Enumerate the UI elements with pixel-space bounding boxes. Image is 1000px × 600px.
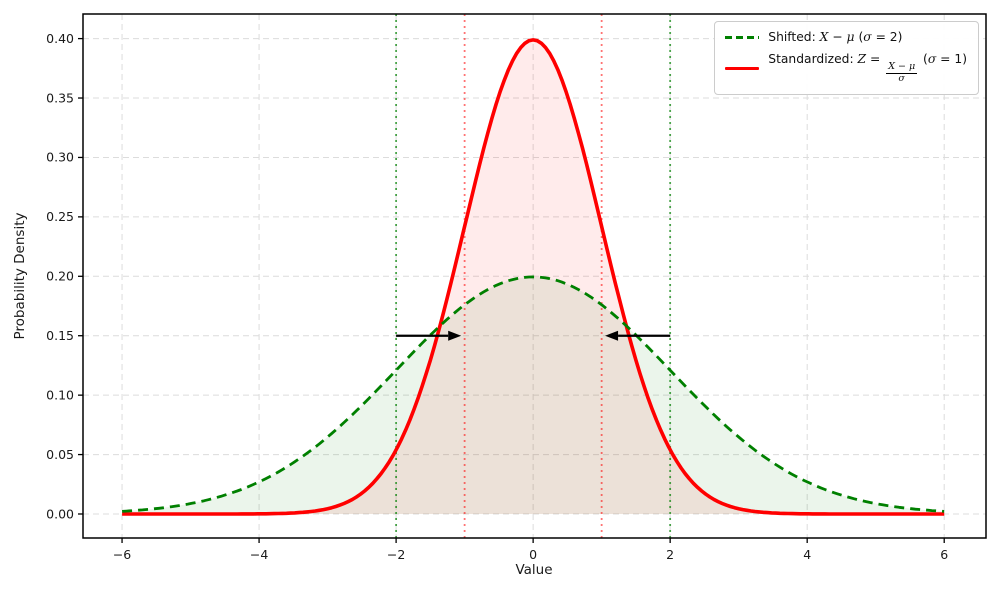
- math-var-sigma: σ: [863, 30, 872, 44]
- legend-text-part: =: [866, 52, 885, 66]
- legend-text-part: (: [854, 30, 864, 44]
- legend: Shifted: X − μ (σ = 2) Standardized: Z =…: [714, 21, 979, 95]
- math-var-x: X: [819, 30, 829, 44]
- legend-line-sample-standardized: [725, 66, 760, 71]
- x-tick-label: 4: [803, 547, 811, 562]
- math-var-sigma: σ: [927, 52, 937, 66]
- arrow-head: [605, 330, 619, 341]
- legend-text-part: = 2): [871, 30, 903, 44]
- x-tick-label: 6: [940, 547, 948, 562]
- math-var-mu: μ: [846, 30, 855, 44]
- y-tick-label: 0.40: [46, 31, 74, 46]
- x-tick-label: −4: [250, 547, 268, 562]
- y-tick-label: 0.30: [46, 150, 74, 165]
- legend-item-shifted: Shifted: X − μ (σ = 2): [725, 30, 967, 44]
- curve-standardized: [122, 38, 945, 516]
- y-axis-label: Probability Density: [12, 212, 28, 340]
- legend-line-sample-shifted: [725, 35, 760, 39]
- legend-text-part: = 1): [936, 52, 967, 66]
- y-tick-label: 0.25: [46, 209, 74, 224]
- fraction-numerator: X − μ: [886, 61, 918, 74]
- y-tick-label: 0.10: [46, 387, 74, 402]
- legend-text-part: Shifted:: [768, 30, 820, 44]
- y-tick-label: 0.35: [46, 90, 74, 105]
- arrow-head: [448, 330, 462, 341]
- legend-text-part: −: [828, 30, 847, 44]
- curve-shifted: [121, 275, 945, 513]
- legend-label-shifted: Shifted: X − μ (σ = 2): [768, 30, 902, 44]
- x-tick-label: 0: [529, 547, 537, 562]
- legend-text-part: Standardized:: [768, 52, 858, 66]
- math-var-z: Z: [857, 52, 867, 66]
- legend-text-part: (: [919, 52, 928, 66]
- y-tick-label: 0.05: [46, 447, 74, 462]
- fill-shifted: [122, 276, 945, 514]
- plot-border: [82, 13, 987, 539]
- y-tick-label: 0.00: [46, 506, 74, 521]
- x-tick-label: −2: [387, 547, 405, 562]
- x-tick-label: 2: [666, 547, 674, 562]
- y-tick-label: 0.15: [46, 328, 74, 343]
- fraction-denominator: σ: [898, 72, 905, 84]
- y-tick-label: 0.20: [46, 269, 74, 284]
- x-tick-label: −6: [113, 547, 131, 562]
- x-axis-label: Value: [515, 562, 553, 578]
